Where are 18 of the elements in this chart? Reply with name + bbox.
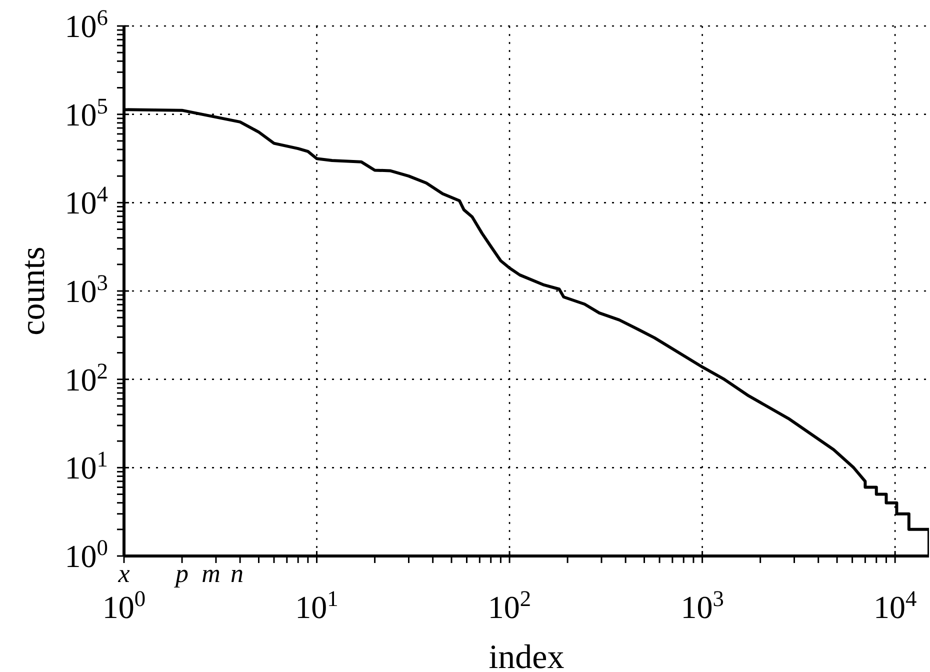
y-axis-title: counts bbox=[15, 246, 52, 336]
x-tick-label: 10$^{0}$ bbox=[102, 586, 146, 625]
y-tick-label: 10$^{5}$ bbox=[64, 92, 108, 132]
x-axis-title: index bbox=[488, 639, 564, 672]
y-tick-label: 10$^{6}$ bbox=[64, 4, 108, 44]
y-tick-label: 10$^{3}$ bbox=[64, 270, 108, 309]
x-tick-label: 10$^{3}$ bbox=[680, 586, 724, 625]
text: p bbox=[174, 559, 188, 588]
text: n bbox=[230, 559, 244, 588]
y-tick-label: 10$^{0}$ bbox=[64, 534, 108, 574]
y-tick-label: 10$^{1}$ bbox=[64, 446, 108, 486]
text: m bbox=[202, 559, 220, 588]
y-tick-label: 10$^{4}$ bbox=[64, 181, 108, 221]
y-tick-label: 10$^{2}$ bbox=[64, 358, 108, 398]
x-tick-label: 10$^{4}$ bbox=[873, 586, 917, 625]
x-tick-label: 10$^{1}$ bbox=[295, 586, 338, 625]
text: x bbox=[117, 559, 130, 588]
x-tick-label: 10$^{2}$ bbox=[488, 586, 532, 625]
